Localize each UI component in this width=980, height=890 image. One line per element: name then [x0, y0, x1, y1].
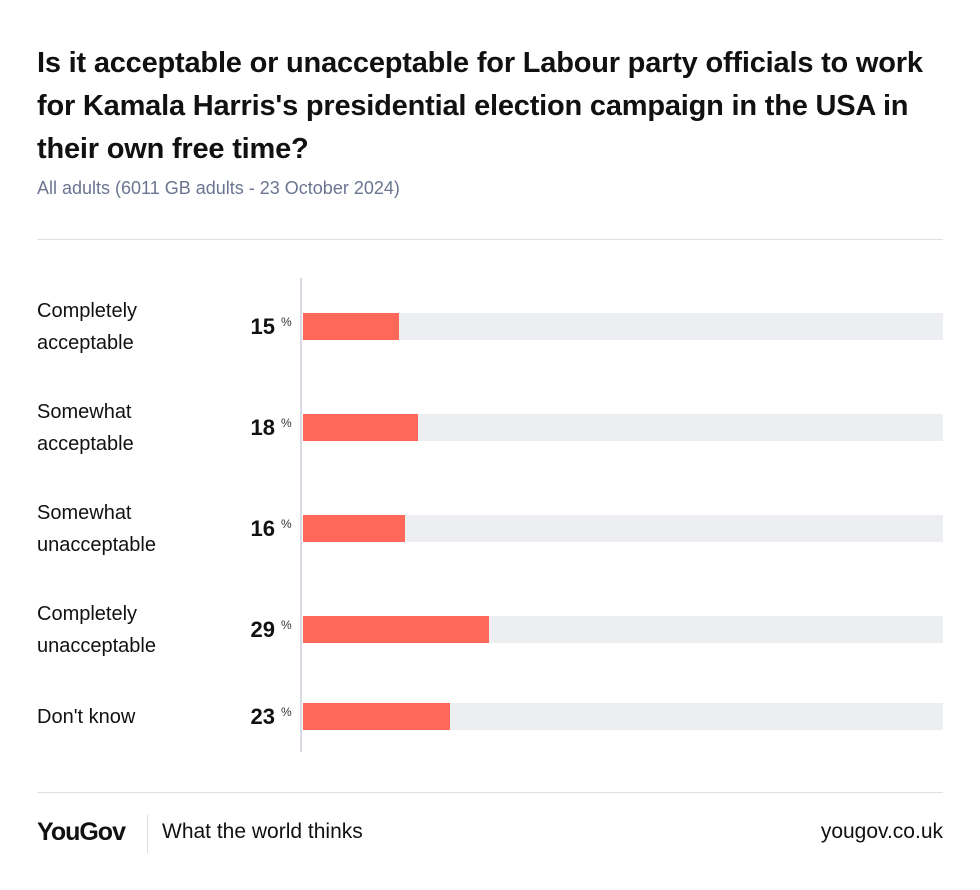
data-label: 16: [250, 516, 275, 541]
category-label: Somewhat acceptable: [37, 396, 237, 460]
bar-track: [303, 703, 943, 730]
bar-track: [303, 313, 943, 340]
yougov-logo: YouGov: [37, 818, 126, 846]
category-label-line: acceptable: [37, 332, 134, 354]
data-label: 18: [250, 415, 275, 440]
category-label-line: Somewhat: [37, 502, 132, 524]
chart-title: Is it acceptable or unacceptable for Lab…: [37, 47, 923, 165]
divider-bottom: [37, 792, 943, 793]
bar-track: [303, 414, 943, 441]
bar: [303, 515, 406, 542]
chart-subtitle: All adults (6011 GB adults - 23 October …: [37, 178, 400, 198]
divider-top: [37, 239, 943, 240]
data-label: 29: [250, 617, 275, 642]
footer-tagline: What the world thinks: [162, 820, 363, 843]
bar-track: [303, 616, 943, 643]
bar: [303, 616, 489, 643]
category-label: Somewhat unacceptable: [37, 497, 237, 561]
category-label-line: Completely: [37, 300, 138, 322]
bar: [303, 313, 399, 340]
category-label-line: unacceptable: [37, 534, 156, 556]
bar-track: [303, 515, 943, 542]
category-label: Don't know: [37, 701, 237, 733]
bar: [303, 703, 451, 730]
bar: [303, 414, 419, 441]
percent-unit: %: [281, 315, 292, 329]
category-label-line: unacceptable: [37, 635, 156, 657]
data-label: 15: [250, 314, 275, 339]
footer-separator: [147, 815, 148, 853]
data-label: 23: [250, 704, 275, 729]
percent-unit: %: [281, 705, 292, 719]
percent-unit: %: [281, 618, 292, 632]
axis-line: [300, 278, 302, 752]
category-label-line: acceptable: [37, 433, 134, 455]
category-label: Completely acceptable: [37, 295, 237, 359]
percent-unit: %: [281, 416, 292, 430]
footer-url[interactable]: yougov.co.uk: [820, 820, 943, 843]
category-label-line: Somewhat: [37, 401, 132, 423]
category-label-line: Completely: [37, 603, 138, 625]
percent-unit: %: [281, 517, 292, 531]
category-label-line: Don't know: [37, 706, 136, 728]
category-label: Completely unacceptable: [37, 598, 237, 662]
